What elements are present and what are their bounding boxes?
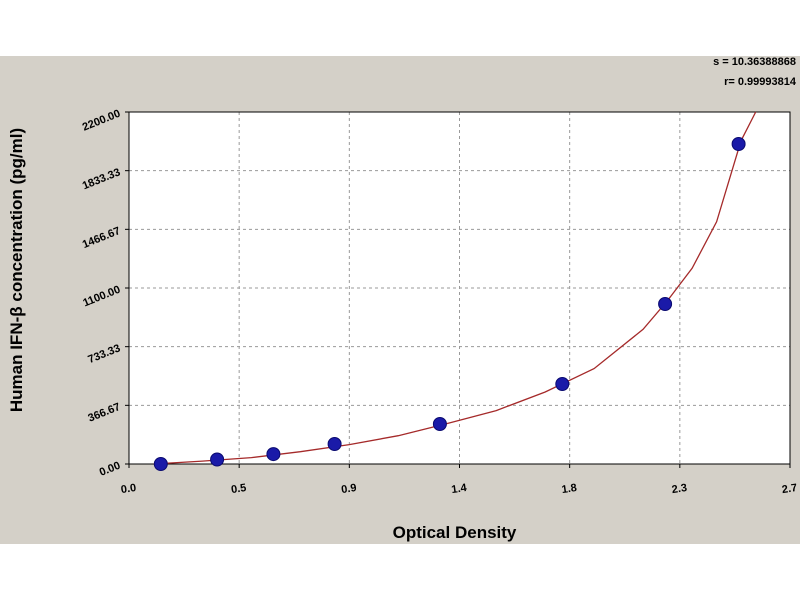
y-tick-label: 733.33: [86, 342, 122, 366]
x-tick-label: 0.0: [120, 482, 137, 496]
x-tick-label: 0.9: [341, 482, 358, 496]
data-point: [210, 452, 225, 467]
fit-r-value: r= 0.99993814: [724, 76, 796, 88]
y-tick-label: 366.67: [86, 401, 122, 425]
data-point: [555, 377, 570, 391]
y-tick-label: 1466.67: [81, 225, 122, 251]
data-point: [266, 447, 281, 462]
y-tick-label: 1100.00: [81, 284, 122, 310]
x-tick-label: 1.4: [451, 482, 469, 496]
data-point: [658, 297, 673, 311]
x-tick-label: 1.8: [561, 482, 578, 496]
data-point: [153, 457, 168, 471]
x-tick-label: 2.7: [781, 482, 798, 496]
x-tick-label: 2.3: [671, 482, 688, 496]
y-tick-label: 2200.00: [81, 108, 122, 134]
fit-s-value: s = 10.36388868: [713, 56, 796, 68]
x-axis-title: Optical Density: [393, 523, 517, 542]
x-tick-label: 0.5: [230, 482, 247, 496]
y-tick-label: 0.00: [98, 460, 122, 479]
data-point: [327, 437, 342, 451]
y-tick-label: 1833.33: [81, 166, 122, 192]
data-point: [731, 137, 746, 151]
y-axis-title: Human IFN-β concentration (pg/ml): [7, 128, 26, 412]
data-point: [432, 417, 447, 431]
